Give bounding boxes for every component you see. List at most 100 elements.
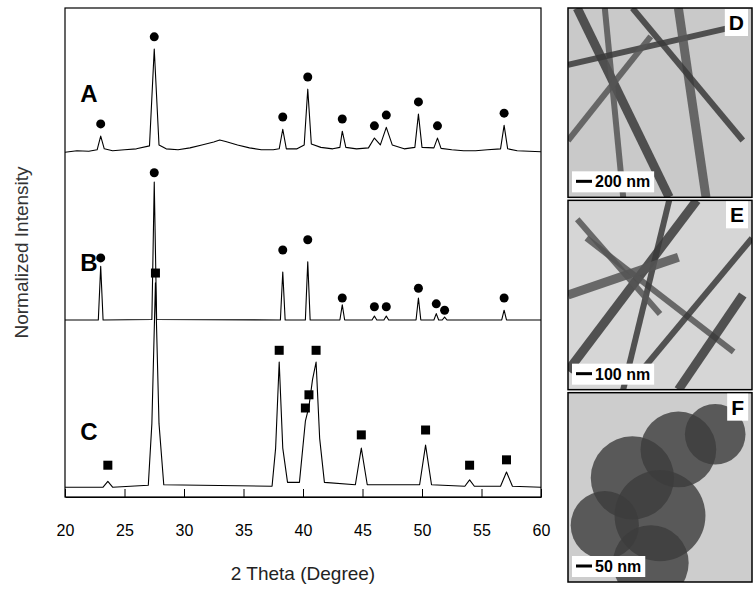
x-axis: 20 25 30 35 40 45 50 55 60 [57, 489, 551, 539]
x-tick-label: 40 [295, 522, 313, 539]
scale-bar-label: 200 nm [595, 173, 650, 190]
pattern-label: C [80, 418, 97, 445]
image-rod [678, 8, 706, 197]
image-texture [568, 8, 743, 197]
x-tick: 25 [116, 489, 134, 539]
peak-marker [312, 346, 321, 355]
tem-panel: F 50 nm [568, 393, 752, 590]
tem-panel: D200 nm [568, 8, 752, 197]
x-tick: 55 [473, 489, 491, 539]
letter-patch [725, 9, 748, 36]
plot-frame [65, 8, 541, 497]
x-tick-label: 45 [354, 522, 372, 539]
peak-marker [370, 121, 379, 130]
x-tick-label: 55 [473, 522, 491, 539]
pattern-label: B [80, 249, 97, 276]
peak-marker [432, 299, 441, 308]
x-tick-mark [482, 489, 483, 497]
x-tick: 20 [57, 489, 75, 539]
panel-letter: E [730, 203, 744, 226]
peak-marker [278, 246, 287, 255]
peak-marker [303, 72, 312, 81]
peak-marker [96, 253, 105, 262]
x-tick-label: 20 [57, 522, 75, 539]
xrd-pattern [65, 49, 541, 152]
image-rod [678, 295, 742, 390]
peak-marker [382, 302, 391, 311]
letter-patch [726, 201, 748, 228]
x-tick: 50 [414, 489, 432, 539]
peak-marker [338, 293, 347, 302]
image-texture [568, 200, 752, 389]
x-tick-mark [422, 489, 423, 497]
plot-marks [65, 32, 541, 487]
x-tick-mark [244, 489, 245, 497]
x-tick-mark [541, 489, 542, 497]
x-tick-mark [363, 489, 364, 497]
peak-marker [96, 119, 105, 128]
peak-marker [370, 302, 379, 311]
x-tick: 60 [533, 489, 551, 539]
x-tick-label: 30 [176, 522, 194, 539]
peak-marker [500, 293, 509, 302]
peak-marker [303, 235, 312, 244]
scale-bar [576, 565, 592, 568]
peak-marker [278, 113, 287, 122]
peak-marker [151, 269, 160, 278]
image-background [568, 8, 752, 197]
peak-marker [440, 306, 449, 315]
peak-marker [421, 426, 430, 435]
peak-marker [357, 430, 366, 439]
peak-marker [500, 109, 509, 118]
scale-bar [576, 180, 592, 183]
y-axis-title: Normalized Intensity [11, 166, 32, 339]
x-tick-label: 35 [235, 522, 253, 539]
pattern-label: A [80, 80, 97, 107]
peak-marker [338, 115, 347, 124]
x-tick-label: 25 [116, 522, 134, 539]
tem-panel: E 100 nm [568, 200, 752, 389]
x-tick-mark [65, 489, 66, 497]
x-tick-label: 50 [414, 522, 432, 539]
peak-marker [275, 346, 284, 355]
xrd-pattern [65, 283, 541, 487]
peak-marker [301, 404, 310, 413]
x-tick: 40 [295, 489, 313, 539]
peak-marker [414, 97, 423, 106]
peak-marker [502, 455, 511, 464]
image-texture [571, 404, 746, 582]
x-tick: 30 [176, 489, 194, 539]
x-tick-mark [184, 489, 185, 497]
peak-marker [150, 32, 159, 41]
peak-marker [414, 284, 423, 293]
x-tick: 45 [354, 489, 372, 539]
image-border [568, 8, 752, 197]
scale-bar-label: 100 nm [595, 366, 650, 383]
x-axis-title: 2 Theta (Degree) [231, 563, 375, 584]
peak-marker [103, 461, 112, 470]
image-border [568, 200, 752, 389]
scale-bar [576, 372, 592, 375]
x-tick-mark [125, 489, 126, 497]
scale-bar-patch [572, 171, 654, 192]
image-rod [568, 36, 651, 140]
scale-bar-patch [572, 556, 645, 577]
x-tick-mark [303, 489, 304, 497]
image-rod [577, 219, 660, 314]
xrd-pattern [65, 182, 541, 320]
peak-marker [465, 461, 474, 470]
scale-bar-label: 50 nm [595, 558, 641, 575]
peak-marker [304, 390, 313, 399]
x-tick-label: 60 [533, 522, 551, 539]
peak-marker [433, 121, 442, 130]
image-background [568, 200, 752, 389]
x-tick: 35 [235, 489, 253, 539]
image-border [568, 393, 752, 582]
letter-patch [727, 394, 748, 421]
image-rod [605, 8, 623, 197]
x-axis-line [66, 497, 542, 498]
scale-bar-patch [572, 364, 654, 385]
panel-letter: F [731, 396, 744, 419]
peak-marker [150, 168, 159, 177]
peak-marker [382, 111, 391, 120]
